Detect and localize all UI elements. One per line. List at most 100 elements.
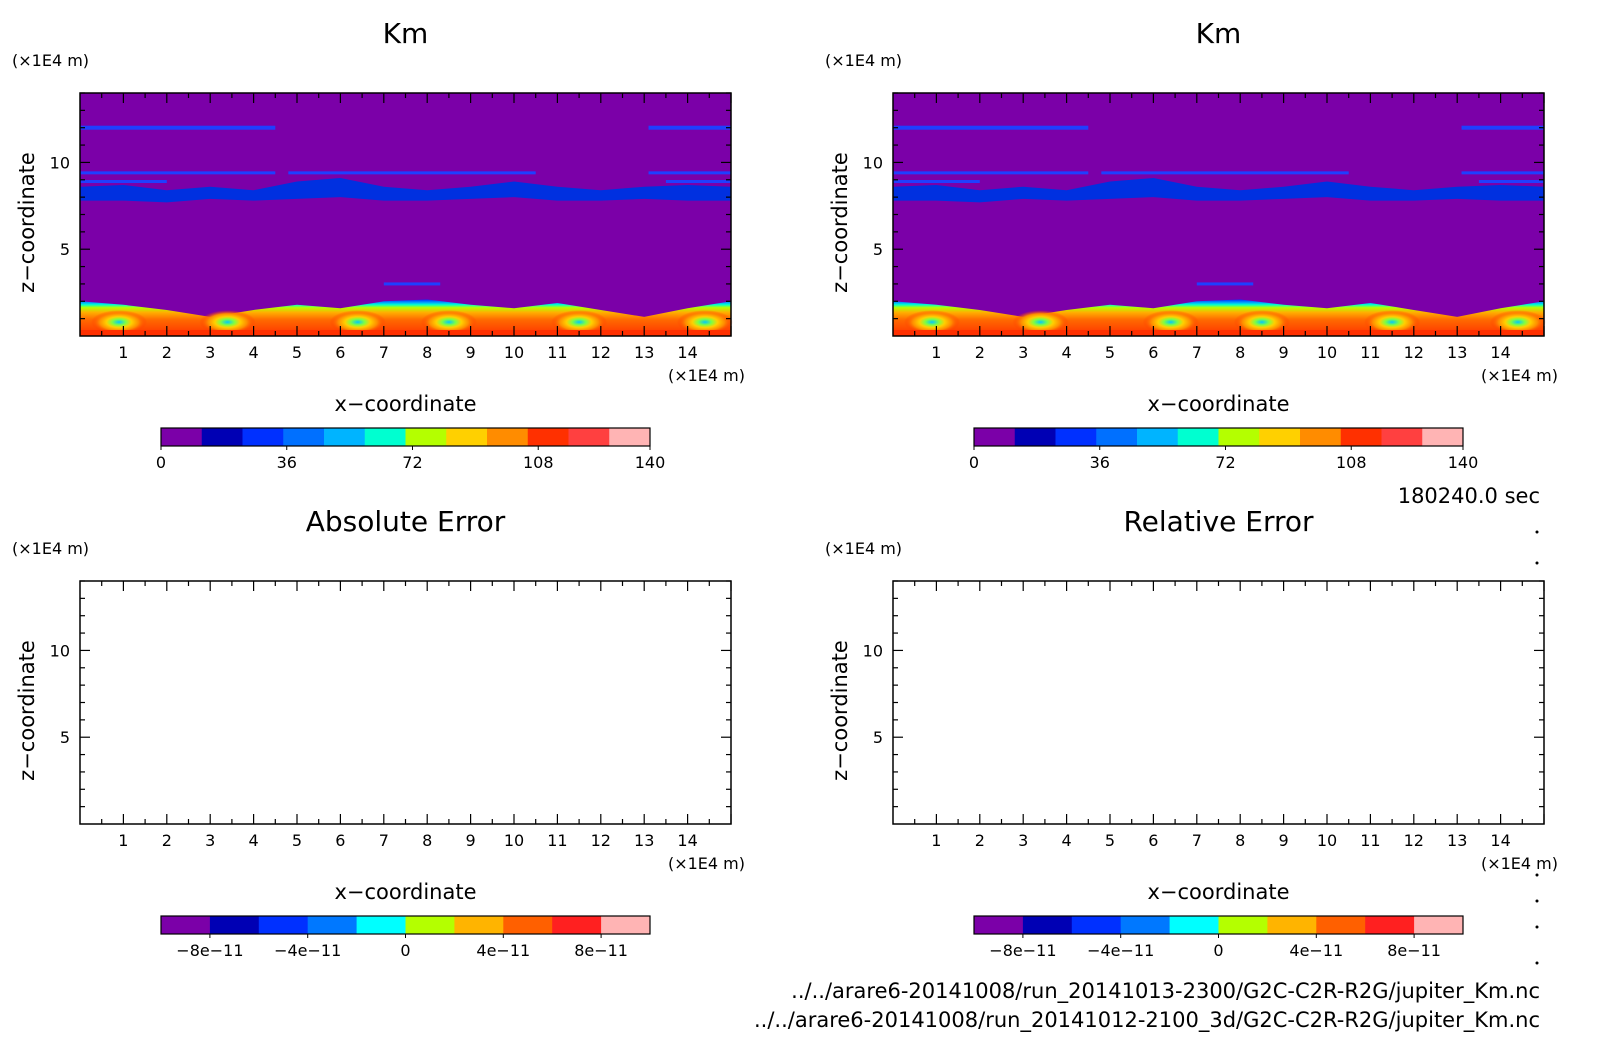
x-tick-label: 1 <box>931 831 941 850</box>
colorbar: 0 36 72 108 140 <box>969 427 1478 472</box>
eddy-core <box>1489 310 1546 335</box>
x-tick-label: 11 <box>1360 343 1380 362</box>
x-tick-label: 12 <box>591 343 611 362</box>
x-tick-label: 3 <box>1018 831 1028 850</box>
contour-band <box>893 125 1089 130</box>
x-tick-label: 9 <box>1279 831 1289 850</box>
eddy-core <box>1364 310 1421 335</box>
panel-rel-error: Relative Error(×1E4 m)1 2 3 4 5 6 7 8 9 10 11 12 13 1… <box>825 505 1558 960</box>
contour-band <box>80 171 276 175</box>
colorbar-swatch <box>258 916 309 934</box>
eddy-core <box>420 310 477 335</box>
x-tick-label: 5 <box>1105 343 1115 362</box>
contour-band-main <box>80 178 731 203</box>
eddy-core <box>329 310 386 335</box>
x-unit-label: (×1E4 m) <box>668 366 745 385</box>
y-tick-label: 5 <box>873 240 883 259</box>
x-tick-label: 4 <box>1062 343 1072 362</box>
x-tick-label: 7 <box>379 343 389 362</box>
contour-band <box>80 125 276 130</box>
stray-dots <box>1535 530 1539 965</box>
colorbar-frame <box>973 427 1464 447</box>
colorbar-swatch <box>1055 428 1097 446</box>
x-tick-label: 10 <box>1317 343 1337 362</box>
contour-band <box>1196 282 1254 286</box>
x-axis: 1 2 3 4 5 6 7 8 9 10 11 12 13 14(×1E4 m)x−coordinate <box>101 93 745 416</box>
contour-band-main <box>893 178 1544 203</box>
empty-field <box>80 581 731 824</box>
stray-dot <box>1535 873 1539 877</box>
x-axis-label: x−coordinate <box>334 880 476 904</box>
eddy-core <box>199 310 256 335</box>
x-tick-label: 13 <box>1447 831 1467 850</box>
x-tick-label: 6 <box>335 343 345 362</box>
x-tick-label: 6 <box>335 831 345 850</box>
y-tick-label: 5 <box>873 728 883 747</box>
x-unit-label: (×1E4 m) <box>668 854 745 873</box>
contour-band <box>1461 171 1544 175</box>
stray-dot <box>1535 925 1539 929</box>
colorbar-swatch <box>974 428 1016 446</box>
y-axis: 5 10 z−coordinate <box>15 92 731 320</box>
colorbar-swatch <box>283 428 325 446</box>
colorbar: 0 36 72 108 140 <box>156 427 665 472</box>
colorbar-tick-label: 8e−11 <box>1387 941 1441 960</box>
colorbar-tick-label: 4e−11 <box>476 941 530 960</box>
x-unit-label: (×1E4 m) <box>1481 854 1558 873</box>
x-tick-label: 12 <box>1404 343 1424 362</box>
colorbar-swatch <box>1267 916 1317 934</box>
file-path-2: ../../arare6-20141008/run_20141012-2100_… <box>754 1008 1540 1033</box>
y-axis: 5 10 z−coordinate <box>828 580 1544 808</box>
panel-title: Km <box>383 17 429 50</box>
field-background <box>893 93 1544 336</box>
contour-band <box>1461 125 1544 130</box>
contour-band <box>80 180 167 184</box>
x-tick-label: 12 <box>1404 831 1424 850</box>
colorbar-swatch <box>552 916 602 934</box>
colorbar-tick-label: 8e−11 <box>574 941 628 960</box>
colorbar-swatch <box>242 428 284 446</box>
eddy-core <box>1233 310 1290 335</box>
x-axis: 1 2 3 4 5 6 7 8 9 10 11 12 13 14(×1E4 m)x−coordinate <box>914 581 1558 904</box>
colorbar-tick-label: 72 <box>402 453 422 472</box>
x-tick-label: 4 <box>249 831 259 850</box>
x-tick-label: 7 <box>1192 831 1202 850</box>
y-tick-label: 5 <box>60 240 70 259</box>
colorbar-swatch <box>974 916 1024 934</box>
x-tick-label: 3 <box>1018 343 1028 362</box>
x-tick-label: 8 <box>1235 831 1245 850</box>
y-axis-label: z−coordinate <box>15 640 39 781</box>
colorbar-tick-label: 36 <box>277 453 297 472</box>
x-tick-label: 5 <box>292 343 302 362</box>
colorbar-swatch <box>356 916 406 934</box>
heatmap-field <box>80 93 733 336</box>
colorbar-swatch <box>1177 428 1219 446</box>
contour-band <box>893 180 980 184</box>
x-axis: 1 2 3 4 5 6 7 8 9 10 11 12 13 14(×1E4 m)x−coordinate <box>101 581 745 904</box>
y-unit-label: (×1E4 m) <box>12 51 89 70</box>
x-unit-label: (×1E4 m) <box>1481 366 1558 385</box>
x-tick-label: 6 <box>1148 831 1158 850</box>
colorbar-swatch <box>1316 916 1366 934</box>
colorbar-swatch <box>201 428 243 446</box>
panel-abs-error: Absolute Error(×1E4 m)1 2 3 4 5 6 7 8 9 10 11 12 13 1… <box>12 505 745 960</box>
colorbar-tick-label: −8e−11 <box>176 941 243 960</box>
x-tick-label: 5 <box>292 831 302 850</box>
colorbar-tick-label: 4e−11 <box>1289 941 1343 960</box>
y-axis: 5 10 z−coordinate <box>828 92 1544 320</box>
x-tick-label: 3 <box>205 831 215 850</box>
x-tick-label: 2 <box>975 831 985 850</box>
colorbar-swatch <box>1218 428 1260 446</box>
stray-dot <box>1535 561 1539 565</box>
colorbar-swatch <box>209 916 260 934</box>
colorbar-tick-label: 0 <box>969 453 979 472</box>
colorbar-swatch <box>1218 916 1268 934</box>
y-tick-label: 10 <box>863 153 883 172</box>
x-tick-label: 14 <box>677 343 697 362</box>
y-axis-label: z−coordinate <box>15 152 39 293</box>
x-axis-label: x−coordinate <box>1147 392 1289 416</box>
x-tick-label: 8 <box>422 831 432 850</box>
colorbar-swatch <box>1300 428 1342 446</box>
stray-dot <box>1535 899 1539 903</box>
contour-band <box>1101 171 1349 175</box>
